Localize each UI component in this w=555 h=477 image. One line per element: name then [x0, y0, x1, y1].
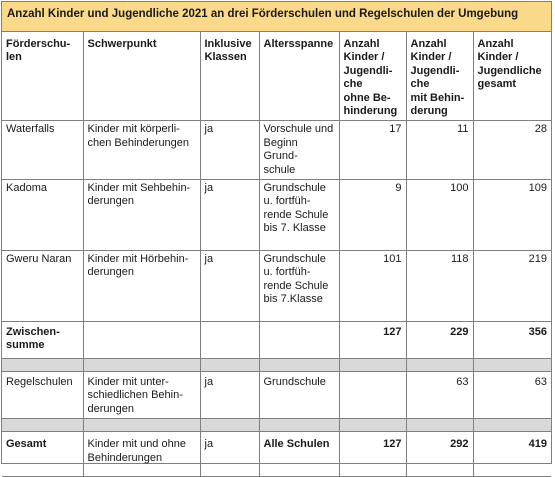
cell-schwerpunkt: Kinder mit und ohne Behinderungen: [82, 431, 201, 477]
separator-row: [2, 418, 551, 433]
cell-mit: 118: [405, 250, 474, 323]
separator-cell: [405, 418, 474, 433]
table-row: Regelschulen Kinder mit unter- schiedlic…: [2, 371, 551, 420]
cell-altersspanne: Vorschule und Beginn Grund- schule: [258, 120, 340, 181]
cell-schule: Waterfalls: [2, 120, 84, 181]
cell-altersspanne: [258, 321, 340, 360]
header-altersspanne: Altersspanne: [258, 32, 340, 122]
subtotal-row: Zwischen- summe 127 229 356: [2, 321, 551, 360]
cell-inklusive: ja: [199, 371, 260, 420]
cell-mit: 63: [405, 371, 474, 420]
cell-gesamt: 109: [472, 179, 551, 252]
table-row: Gweru Naran Kinder mit Hörbehin- derunge…: [2, 250, 551, 323]
separator-cell: [82, 358, 201, 373]
cell-gesamt: 219: [472, 250, 551, 323]
cell-ohne: 101: [338, 250, 407, 323]
cell-inklusive: [199, 321, 260, 360]
cell-altersspanne: Alle Schulen: [258, 431, 340, 477]
separator-cell: [199, 358, 260, 373]
separator-cell: [258, 418, 340, 433]
cell-schwerpunkt: [82, 321, 201, 360]
cell-altersspanne: Grundschule: [258, 371, 340, 420]
cell-schule: Zwischen- summe: [2, 321, 84, 360]
cell-ohne: 9: [338, 179, 407, 252]
header-ohne: Anzahl Kinder / Jugendli- che ohne Be- h…: [338, 32, 407, 122]
header-schule: Förderschu- len: [2, 32, 84, 122]
cell-ohne: [338, 371, 407, 420]
cell-altersspanne: Grundschule u. fortfüh- rende Schule bis…: [258, 250, 340, 323]
header-inklusive: Inklusive Klassen: [199, 32, 260, 122]
header-row: Förderschu- len Schwerpunkt Inklusive Kl…: [2, 32, 551, 122]
cell-inklusive: ja: [199, 431, 260, 477]
cell-gesamt: 419: [472, 431, 551, 477]
separator-cell: [405, 358, 474, 373]
separator-row: [2, 358, 551, 373]
separator-cell: [338, 358, 407, 373]
separator-cell: [258, 358, 340, 373]
table-title: Anzahl Kinder und Jugendliche 2021 an dr…: [2, 2, 551, 32]
cell-gesamt: 63: [472, 371, 551, 420]
cell-mit: 11: [405, 120, 474, 181]
separator-cell: [472, 358, 551, 373]
separator-cell: [338, 418, 407, 433]
separator-cell: [2, 418, 84, 433]
cell-mit: 100: [405, 179, 474, 252]
cell-schwerpunkt: Kinder mit Hörbehin- derungen: [82, 250, 201, 323]
cell-ohne: 17: [338, 120, 407, 181]
cell-mit: 229: [405, 321, 474, 360]
cell-schwerpunkt: Kinder mit unter- schiedlichen Behin- de…: [82, 371, 201, 420]
cell-altersspanne: Grundschule u. fortfüh- rende Schule bis…: [258, 179, 340, 252]
cell-gesamt: 28: [472, 120, 551, 181]
cell-mit: 292: [405, 431, 474, 477]
table-row: Waterfalls Kinder mit körperli- chen Beh…: [2, 120, 551, 181]
cell-schwerpunkt: Kinder mit Sehbehin- derungen: [82, 179, 201, 252]
data-table: Förderschu- len Schwerpunkt Inklusive Kl…: [2, 32, 551, 477]
cell-inklusive: ja: [199, 250, 260, 323]
cell-schule: Kadoma: [2, 179, 84, 252]
cell-schule: Gesamt: [2, 431, 84, 477]
cell-schule: Gweru Naran: [2, 250, 84, 323]
separator-cell: [82, 418, 201, 433]
cell-schule: Regelschulen: [2, 371, 84, 420]
table-row: Kadoma Kinder mit Sehbehin- derungen ja …: [2, 179, 551, 252]
cell-gesamt: 356: [472, 321, 551, 360]
cell-schwerpunkt: Kinder mit körperli- chen Behinderungen: [82, 120, 201, 181]
cell-ohne: 127: [338, 321, 407, 360]
header-schwerpunkt: Schwerpunkt: [82, 32, 201, 122]
separator-cell: [199, 418, 260, 433]
cell-inklusive: ja: [199, 179, 260, 252]
cell-ohne: 127: [338, 431, 407, 477]
separator-cell: [2, 358, 84, 373]
total-row: Gesamt Kinder mit und ohne Behinderungen…: [2, 431, 551, 477]
separator-cell: [472, 418, 551, 433]
header-gesamt: Anzahl Kinder / Jugendliche gesamt: [472, 32, 551, 122]
cell-inklusive: ja: [199, 120, 260, 181]
header-mit: Anzahl Kinder / Jugendli- che mit Behin-…: [405, 32, 474, 122]
